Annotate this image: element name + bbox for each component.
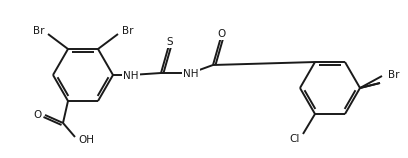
Text: NH: NH [123, 71, 139, 81]
Text: O: O [34, 110, 42, 120]
Text: S: S [167, 37, 173, 47]
Text: Cl: Cl [290, 134, 300, 144]
Text: OH: OH [78, 135, 94, 145]
Text: Br: Br [388, 70, 399, 80]
Text: NH: NH [183, 69, 199, 79]
Text: Br: Br [122, 26, 133, 36]
Text: O: O [218, 29, 226, 39]
Text: Br: Br [33, 26, 44, 36]
